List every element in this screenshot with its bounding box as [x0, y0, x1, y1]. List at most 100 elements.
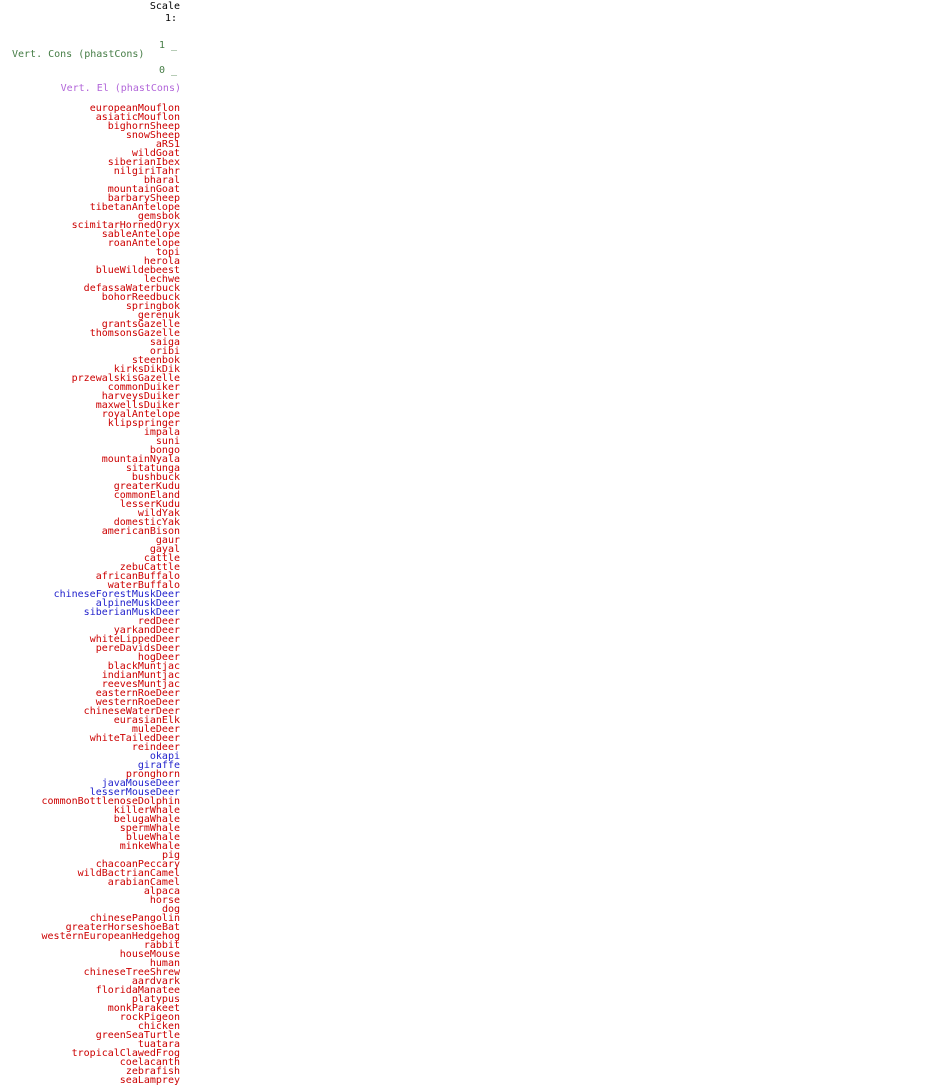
species-label[interactable]: lesserKudu: [119, 499, 180, 510]
species-label[interactable]: thomsonsGazelle: [89, 328, 180, 339]
species-label[interactable]: commonDuiker: [107, 382, 180, 393]
species-label[interactable]: gaur: [155, 535, 180, 546]
track-label-vert-cons[interactable]: Vert. Cons (phastCons): [12, 49, 145, 60]
species-label[interactable]: kirksDikDik: [113, 364, 180, 375]
species-label[interactable]: aardvark: [131, 976, 180, 987]
species-label[interactable]: platypus: [131, 994, 180, 1005]
species-label[interactable]: minkeWhale: [119, 841, 180, 852]
species-label[interactable]: whiteTailedDeer: [89, 733, 180, 744]
species-label[interactable]: chacoanPeccary: [95, 859, 180, 870]
species-label[interactable]: topi: [155, 247, 180, 258]
species-label[interactable]: commonEland: [113, 490, 180, 501]
species-label[interactable]: alpaca: [143, 886, 180, 897]
species-label[interactable]: easternRoeDeer: [95, 688, 180, 699]
species-label[interactable]: wildGoat: [131, 148, 180, 159]
species-label[interactable]: reevesMuntjac: [101, 679, 180, 690]
species-label[interactable]: bushbuck: [131, 472, 180, 483]
species-label[interactable]: steenbok: [131, 355, 180, 366]
species-label[interactable]: waterBuffalo: [107, 580, 180, 591]
species-label[interactable]: killerWhale: [113, 805, 180, 816]
species-label[interactable]: lechwe: [143, 274, 180, 285]
species-label[interactable]: pig: [161, 850, 180, 861]
species-label[interactable]: yarkandDeer: [113, 625, 180, 636]
species-label[interactable]: bharal: [143, 175, 180, 186]
species-label[interactable]: bohorReedbuck: [101, 292, 180, 303]
species-label[interactable]: scimitarHornedOryx: [71, 220, 180, 231]
species-label[interactable]: pronghorn: [125, 769, 180, 780]
species-label[interactable]: americanBison: [101, 526, 180, 537]
species-label[interactable]: domesticYak: [113, 517, 180, 528]
species-label[interactable]: wildBactrianCamel: [77, 868, 180, 879]
species-label[interactable]: blueWildebeest: [95, 265, 180, 276]
species-label[interactable]: hogDeer: [137, 652, 180, 663]
species-label[interactable]: human: [149, 958, 180, 969]
species-label[interactable]: arabianCamel: [107, 877, 180, 888]
species-label[interactable]: roanAntelope: [107, 238, 180, 249]
species-label[interactable]: floridaManatee: [95, 985, 180, 996]
species-label[interactable]: seaLamprey: [119, 1075, 180, 1086]
species-label[interactable]: asiaticMouflon: [95, 112, 180, 123]
species-label[interactable]: wildYak: [137, 508, 180, 519]
species-label[interactable]: eurasianElk: [113, 715, 180, 726]
species-label[interactable]: giraffe: [137, 760, 180, 771]
species-label[interactable]: javaMouseDeer: [101, 778, 180, 789]
species-label[interactable]: redDeer: [137, 616, 180, 627]
species-label[interactable]: okapi: [149, 751, 180, 762]
species-label[interactable]: mountainNyala: [101, 454, 180, 465]
species-label[interactable]: muleDeer: [131, 724, 180, 735]
species-label[interactable]: tropicalClawedFrog: [71, 1048, 180, 1059]
species-label[interactable]: saiga: [149, 337, 180, 348]
species-label[interactable]: grantsGazelle: [101, 319, 180, 330]
species-label[interactable]: coelacanth: [119, 1057, 180, 1068]
species-label[interactable]: lesserMouseDeer: [89, 787, 180, 798]
species-label[interactable]: dog: [161, 904, 180, 915]
species-label[interactable]: horse: [149, 895, 180, 906]
species-label[interactable]: snowSheep: [125, 130, 180, 141]
species-label[interactable]: gayal: [149, 544, 180, 555]
species-label[interactable]: chineseTreeShrew: [83, 967, 180, 978]
species-label[interactable]: siberianIbex: [107, 157, 180, 168]
species-label[interactable]: belugaWhale: [113, 814, 180, 825]
species-label[interactable]: mountainGoat: [107, 184, 180, 195]
species-label[interactable]: klipspringer: [107, 418, 180, 429]
species-label[interactable]: greaterHorseshoeBat: [65, 922, 180, 933]
species-label[interactable]: rockPigeon: [119, 1012, 180, 1023]
species-label[interactable]: tibetanAntelope: [89, 202, 180, 213]
species-label[interactable]: alpineMuskDeer: [95, 598, 180, 609]
species-label[interactable]: spermWhale: [119, 823, 180, 834]
species-label[interactable]: chicken: [137, 1021, 180, 1032]
species-label[interactable]: rabbit: [143, 940, 180, 951]
species-label[interactable]: europeanMouflon: [89, 103, 180, 114]
species-label[interactable]: sitatunga: [125, 463, 180, 474]
species-label[interactable]: chineseWaterDeer: [83, 706, 180, 717]
species-label[interactable]: royalAntelope: [101, 409, 180, 420]
species-label[interactable]: greenSeaTurtle: [95, 1030, 180, 1041]
species-label[interactable]: pereDavidsDeer: [95, 643, 180, 654]
species-label[interactable]: sableAntelope: [101, 229, 180, 240]
species-label[interactable]: westernEuropeanHedgehog: [41, 931, 180, 942]
species-label[interactable]: oribi: [149, 346, 180, 357]
species-label[interactable]: maxwellsDuiker: [95, 400, 180, 411]
species-label[interactable]: houseMouse: [119, 949, 180, 960]
species-label[interactable]: commonBottlenoseDolphin: [41, 796, 180, 807]
species-label[interactable]: defassaWaterbuck: [83, 283, 180, 294]
species-label[interactable]: herola: [143, 256, 180, 267]
species-label[interactable]: zebrafish: [125, 1066, 180, 1077]
species-label[interactable]: chinesePangolin: [89, 913, 180, 924]
species-label[interactable]: przewalskisGazelle: [71, 373, 180, 384]
species-label[interactable]: gemsbok: [137, 211, 180, 222]
species-label[interactable]: nilgiriTahr: [113, 166, 180, 177]
species-label[interactable]: africanBuffalo: [95, 571, 180, 582]
species-label[interactable]: blueWhale: [125, 832, 180, 843]
species-label[interactable]: chineseForestMuskDeer: [53, 589, 180, 600]
species-label[interactable]: tuatara: [137, 1039, 180, 1050]
species-label[interactable]: suni: [155, 436, 180, 447]
species-label[interactable]: blackMuntjac: [107, 661, 180, 672]
species-label[interactable]: greaterKudu: [113, 481, 180, 492]
species-label[interactable]: indianMuntjac: [101, 670, 180, 681]
species-label[interactable]: harveysDuiker: [101, 391, 180, 402]
species-label[interactable]: gerenuk: [137, 310, 180, 321]
species-label[interactable]: siberianMuskDeer: [83, 607, 180, 618]
species-label[interactable]: barbarySheep: [107, 193, 180, 204]
species-label[interactable]: whiteLippedDeer: [89, 634, 180, 645]
